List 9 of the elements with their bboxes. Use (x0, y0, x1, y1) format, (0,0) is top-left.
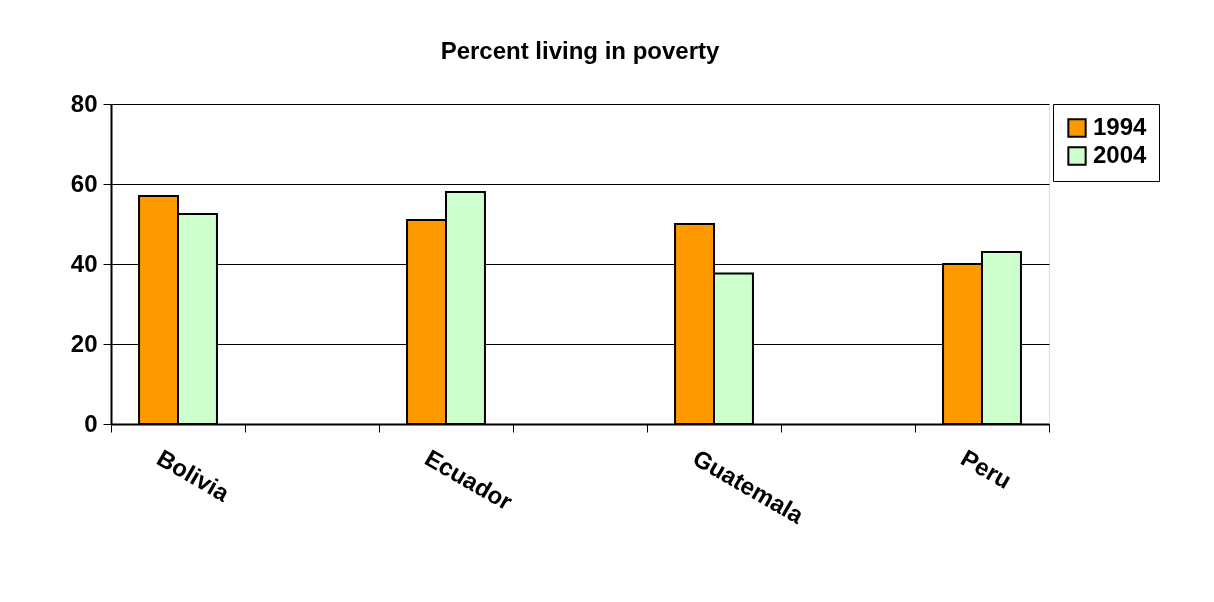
x-tick-label: Peru (956, 443, 1017, 494)
y-tick-label: 0 (84, 409, 98, 437)
y-tick-label: 40 (70, 249, 98, 277)
y-tick-label: 20 (70, 329, 98, 357)
y-tick-label: 60 (70, 169, 98, 197)
chart-title: Percent living in poverty (440, 37, 721, 64)
legend-label: 2004 (1093, 141, 1148, 168)
y-tick-label: 80 (70, 89, 98, 117)
legend-label: 1994 (1093, 113, 1148, 140)
